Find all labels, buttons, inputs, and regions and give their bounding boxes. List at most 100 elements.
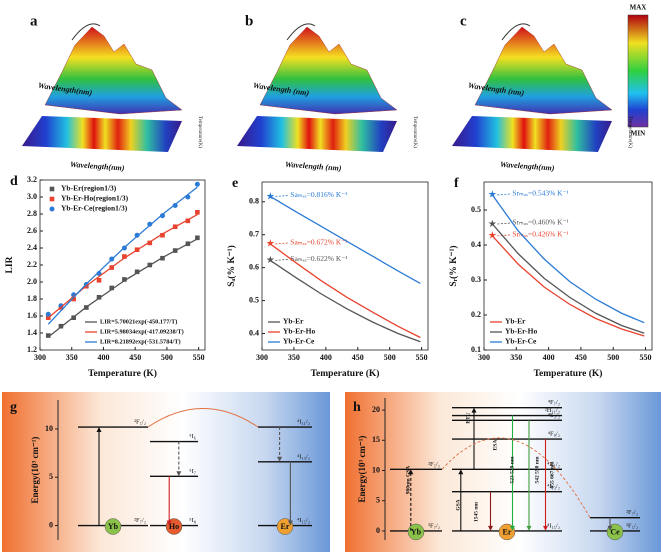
heatmap (452, 116, 612, 152)
arrow-head (510, 525, 515, 531)
heatmap (22, 116, 182, 152)
y-tick-label: 0.4 (471, 240, 481, 249)
series-line (47, 213, 198, 319)
legend-label: Yb-Er(region1/3) (61, 184, 117, 193)
annotation-leader (497, 234, 511, 237)
level-label: ⁴I₁₁/₂ (297, 419, 310, 426)
data-point (159, 213, 165, 219)
x-tick-label: 450 (352, 353, 364, 362)
legend-swatch (49, 206, 55, 212)
transition-label: 523 529 nm (509, 456, 515, 483)
data-point (45, 333, 51, 338)
x-tick-label: 300 (478, 353, 490, 362)
y-tick-label: 2.2 (27, 260, 37, 269)
ion-label: Ce (610, 527, 620, 536)
colorbar-min: MIN (631, 130, 645, 138)
panel-label: e (232, 176, 238, 191)
map-y-label: Temperature(K) (197, 116, 202, 148)
ion-label: Er (503, 527, 512, 536)
arrow-head (166, 520, 172, 526)
y-tick-label: 5 (376, 496, 380, 505)
transition-label: ETU (465, 412, 471, 423)
map-y-label: Temperature(K) (412, 116, 417, 148)
ion-marker (407, 523, 425, 541)
y-tick-label: 10 (45, 424, 53, 433)
colorbar (627, 14, 649, 128)
y-tick-label: 1.8 (27, 294, 37, 303)
panel-label: b (245, 13, 253, 29)
panel-label: f (454, 176, 459, 191)
transition-label: 542 550 nm (534, 456, 540, 483)
x-tick-label: 300 (34, 353, 46, 362)
y-tick-label: 2.4 (27, 243, 37, 252)
transition-label: 655 667 nm (549, 461, 555, 488)
ion-label: Yb (108, 522, 119, 531)
y-tick-label: 0.8 (249, 197, 259, 206)
data-point (109, 285, 115, 291)
annotation: Srₘₐₓ=0.543% K⁻¹ (512, 189, 568, 198)
level-label: ²F₇/₂ (626, 509, 638, 516)
surface-outline (286, 23, 316, 41)
x-tick-label: 350 (288, 353, 300, 362)
colorbar-max: MAX (630, 4, 647, 12)
y-axis-title: Sᵣ(% K⁻¹) (448, 245, 459, 286)
legend-label: Yb-Er (283, 317, 304, 326)
annotation: Saₘₐₓ=0.622% K⁻¹ (290, 254, 347, 263)
data-point (195, 235, 200, 241)
level-label: ⁴F₉/₂ (548, 431, 560, 438)
arrow-head (277, 456, 283, 462)
legend-label: Yb-Er-Ho (283, 327, 315, 336)
surface-outline (71, 23, 101, 41)
y-tick-label: 0.6 (249, 262, 259, 271)
legend-label: LIR=5.98034exp(-417.09238/T) (100, 328, 184, 335)
series-line (491, 194, 645, 324)
level-label: ²F₅/₂ (428, 461, 440, 468)
y-tick-label: 2.6 (27, 226, 37, 235)
legend-label: Yb-Er-Ce (283, 337, 315, 346)
y-tick-label: 0.5 (471, 205, 481, 214)
map-x-label: Wavelength(nm) (500, 160, 555, 173)
x-tick-label: 500 (161, 353, 173, 362)
level-label: ⁵I₇ (189, 468, 196, 475)
legend-label: Yb-Er-Ce(region1/3) (61, 204, 128, 213)
annotation-leader (275, 259, 289, 261)
x-axis-title: Temperature (K) (88, 368, 157, 379)
map-x-label: Wavelength (nm) (285, 160, 342, 173)
data-point (122, 254, 127, 259)
arrow-head (458, 469, 464, 475)
x-tick-label: 500 (607, 353, 619, 362)
surface-plot (259, 26, 398, 115)
x-tick-label: 400 (320, 353, 332, 362)
annotation: Srₘₐₓ=0.460% K⁻¹ (512, 218, 568, 227)
annotation-leader (497, 193, 511, 196)
panel-label: a (30, 13, 38, 29)
ion-label: Er (281, 522, 290, 531)
y-tick-label: 0 (376, 526, 380, 535)
y-tick-label: 10 (372, 465, 380, 474)
data-point (147, 221, 153, 227)
level-label: ⁴I₁₅/₂ (297, 517, 310, 524)
panel-label: g (10, 400, 17, 415)
level-label: ²F₇/₂ (428, 522, 440, 529)
y-tick-label: 1.6 (27, 311, 37, 320)
level-label: ²F₅/₂ (626, 522, 638, 529)
map-y-label: Temperature(K) (627, 116, 632, 148)
legend-label: Yb-Er-Ho (505, 327, 537, 336)
y-tick-label: 0.2 (471, 310, 481, 319)
y-tick-label: 20 (372, 405, 380, 414)
x-tick-label: 300 (256, 353, 268, 362)
annotation: Saₘₐₓ=0.816% K⁻¹ (290, 190, 347, 199)
x-axis-title: Temperature (K) (311, 368, 380, 379)
data-point (195, 210, 200, 215)
point-star: ★ (266, 191, 275, 202)
series-line (269, 243, 421, 339)
x-tick-label: 450 (575, 353, 587, 362)
panel-label: c (460, 13, 467, 29)
level-label: ⁴I₁₅/₂ (547, 522, 560, 529)
level-label: ⁴F₇/₂ (548, 399, 560, 406)
x-tick-label: 400 (97, 353, 109, 362)
y-tick-label: 2.8 (27, 209, 37, 218)
y-axis-title: Sₐ(% K⁻¹) (226, 245, 237, 287)
annotation-leader (275, 242, 289, 245)
